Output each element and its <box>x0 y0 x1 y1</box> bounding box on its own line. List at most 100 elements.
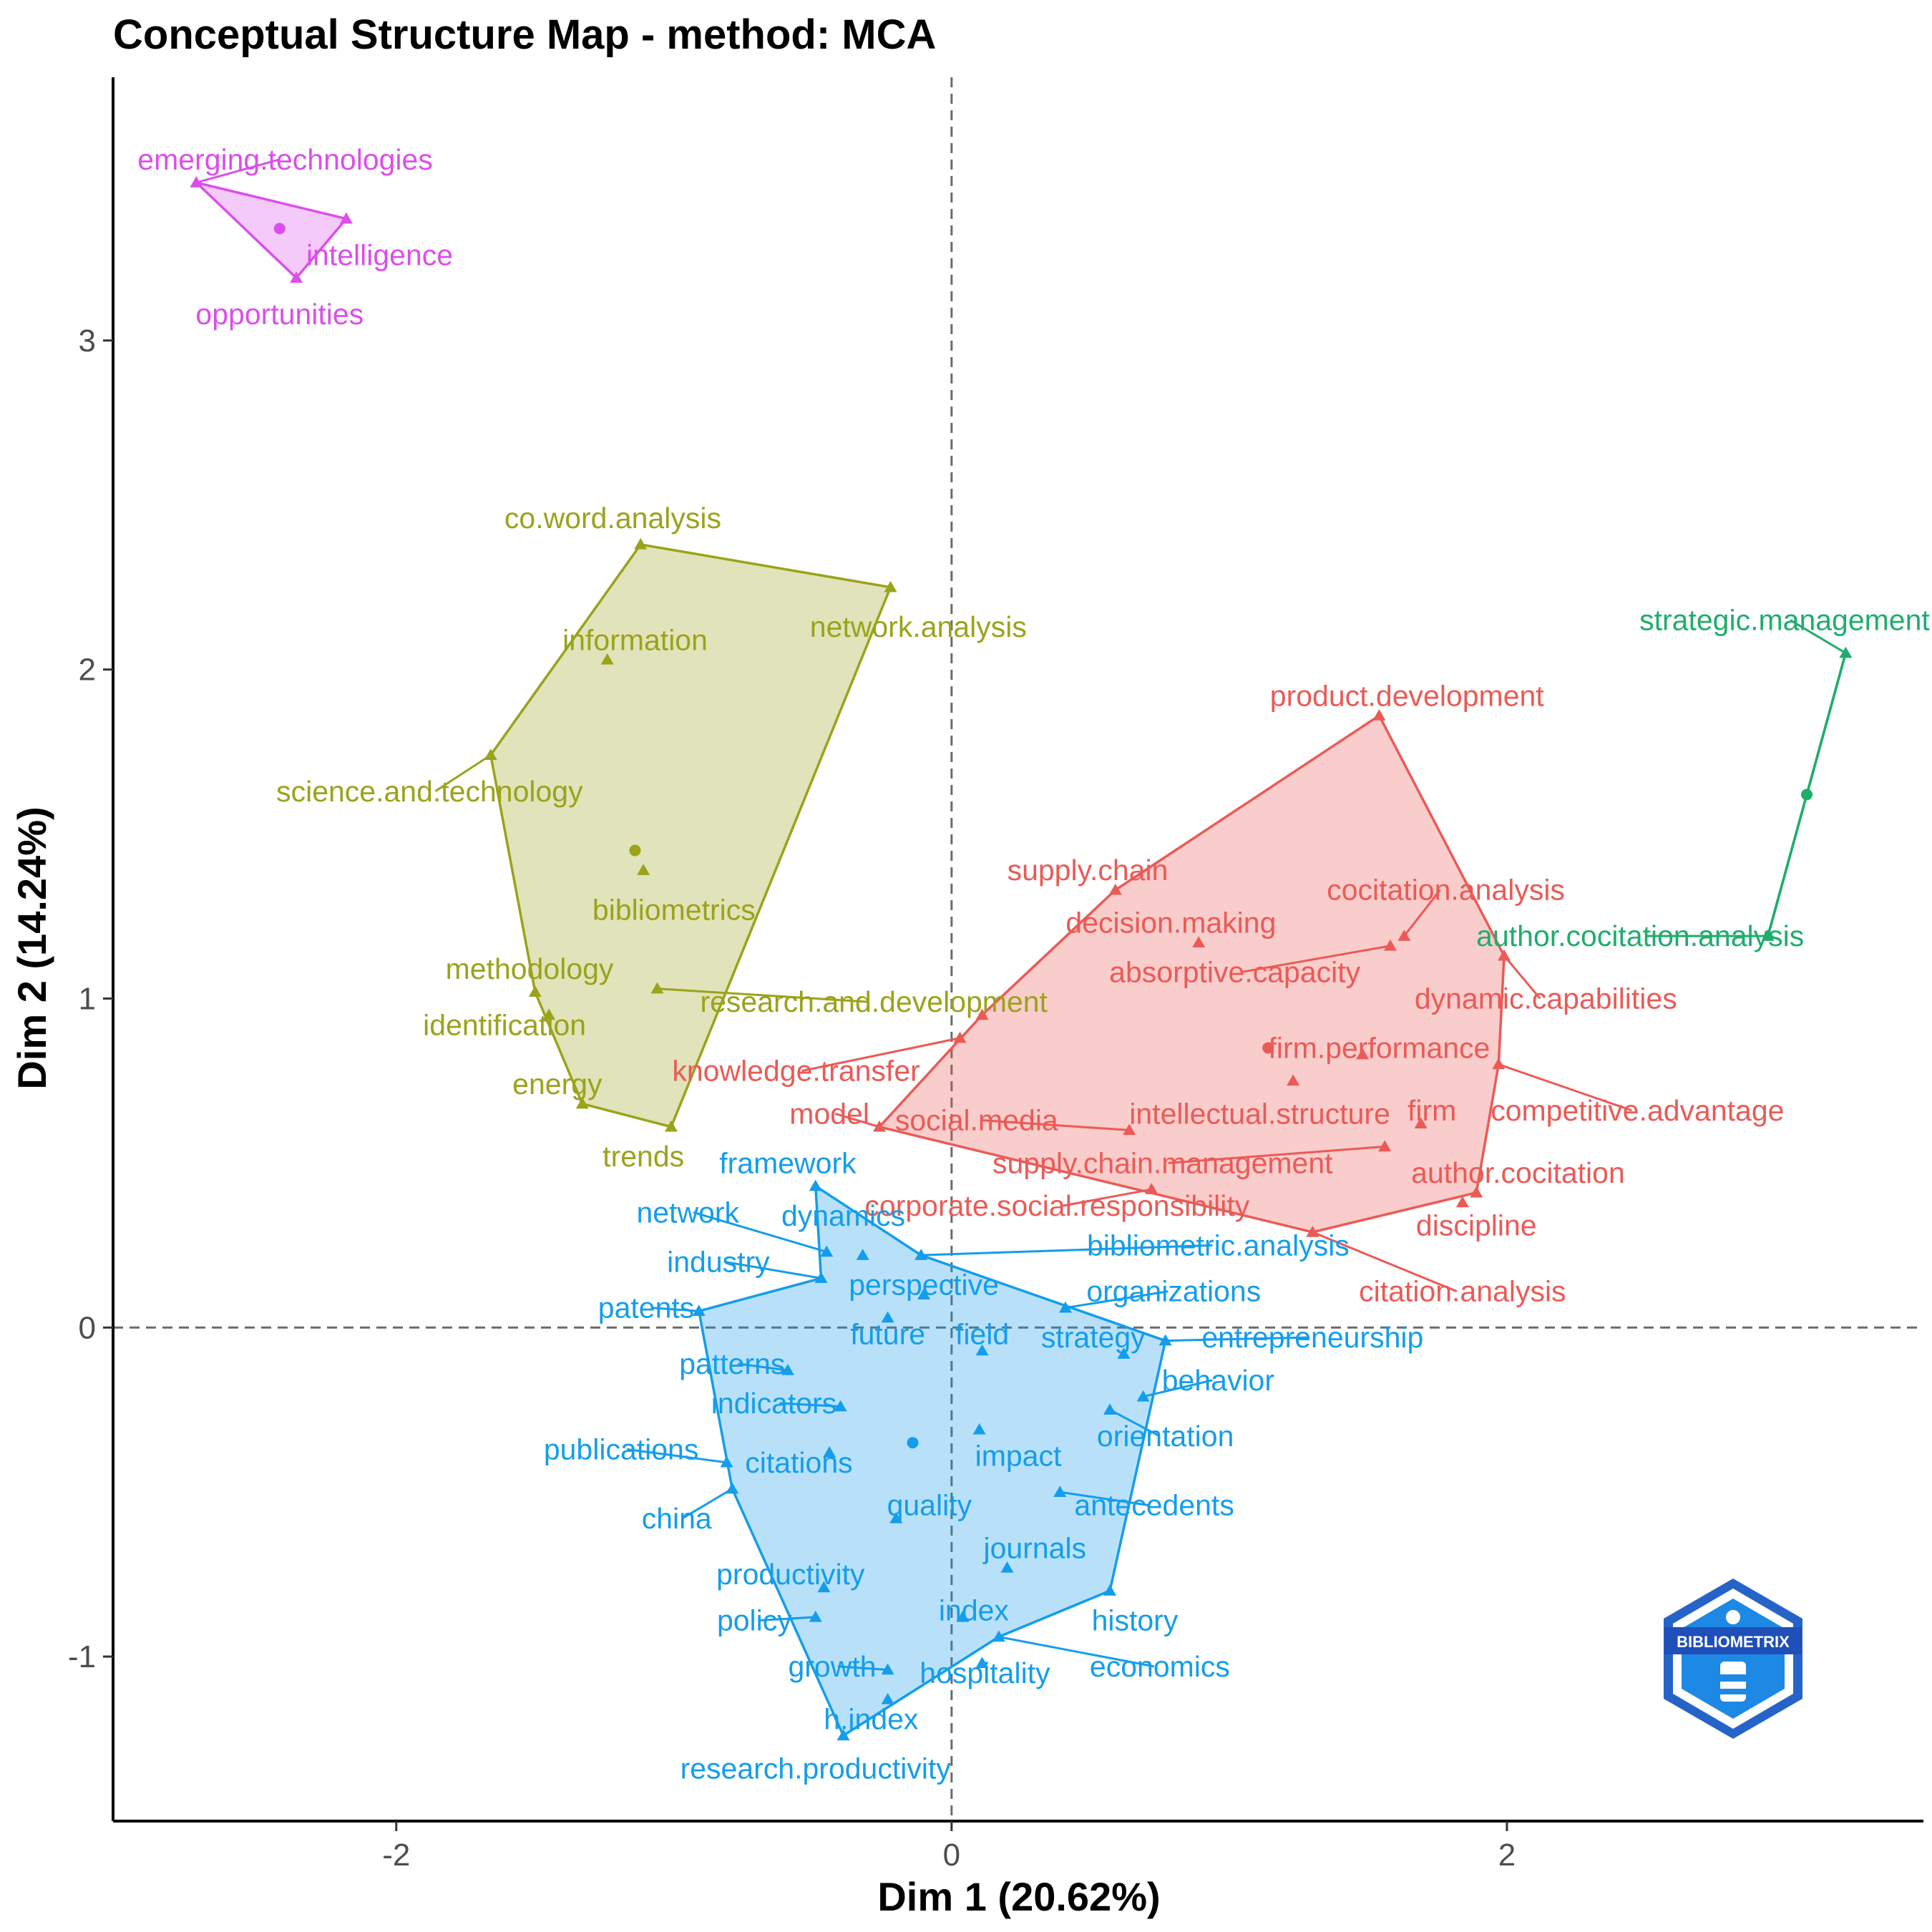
point-entrepreneurship <box>1158 1334 1172 1346</box>
point-supply-chain-management <box>1378 1140 1392 1152</box>
plot-area: emerging.technologies intelligence opportu… <box>113 77 1930 1821</box>
y-axis-title: Dim 2 (14.24%) <box>9 806 54 1089</box>
label-research-productivity: research.productivity <box>680 1752 952 1785</box>
cluster-blue-centroid <box>907 1437 919 1449</box>
leader-line-indicators <box>779 1402 841 1408</box>
label-bibliometrics: bibliometrics <box>592 893 756 926</box>
point-research-productivity <box>836 1729 850 1741</box>
label-decision-making: decision.making <box>1065 907 1276 940</box>
label-growth: growth <box>788 1650 876 1683</box>
cluster-olive-centroid <box>629 844 641 857</box>
label-model: model <box>789 1097 869 1130</box>
leader-line-orientation <box>1109 1408 1161 1438</box>
point-firm <box>1414 1117 1428 1128</box>
label-information: information <box>562 623 708 656</box>
axis-ticks: -2 0 2 -1 0 1 2 3 <box>68 323 1516 1873</box>
leader-line-patents <box>651 1307 699 1312</box>
point-emerging-technologies <box>190 176 203 187</box>
label-entrepreneurship: entrepreneurship <box>1201 1321 1423 1354</box>
logo-lighthouse-stripe <box>1720 1674 1746 1682</box>
label-economics: economics <box>1090 1650 1230 1683</box>
leader-line-economics <box>998 1636 1155 1668</box>
leader-line-cocitation-analysis <box>1403 889 1441 937</box>
label-policy: policy <box>717 1604 792 1637</box>
leader-line-social-media <box>982 1119 1130 1131</box>
point-h-index <box>881 1692 894 1704</box>
label-journals: journals <box>982 1531 1086 1564</box>
label-industry: industry <box>667 1245 770 1278</box>
label-supply-chain: supply.chain <box>1008 854 1169 887</box>
point-growth <box>881 1663 894 1675</box>
label-knowledge-transfer: knowledge.transfer <box>672 1055 919 1088</box>
label-future: future <box>850 1317 925 1350</box>
point-social-media <box>1123 1123 1136 1136</box>
label-research-and-development: research.and.development <box>700 985 1048 1018</box>
point-cocitation-analysis <box>1397 930 1411 941</box>
logo-banner <box>1664 1627 1802 1654</box>
point-opportunities <box>290 271 303 283</box>
label-productivity: productivity <box>716 1558 865 1591</box>
label-science-and-technology: science.and.technology <box>276 775 583 808</box>
label-history: history <box>1092 1604 1179 1637</box>
label-emerging-technologies: emerging.technologies <box>137 143 433 176</box>
point-industry <box>814 1272 828 1284</box>
point-author-cocitation-analysis <box>1761 930 1775 941</box>
label-orientation: orientation <box>1097 1420 1234 1453</box>
cluster-magenta-centroid <box>273 223 286 235</box>
label-competitive-advantage: competitive.advantage <box>1491 1094 1784 1127</box>
point-quality <box>889 1511 903 1523</box>
y-tick-label: 1 <box>79 981 96 1016</box>
leader-line-publications <box>626 1448 727 1464</box>
point-citations <box>823 1446 836 1458</box>
point-behavior <box>1136 1390 1150 1402</box>
point-author-cocitation <box>1470 1186 1483 1198</box>
point-knowledge-transfer <box>953 1031 967 1043</box>
label-field: field <box>955 1317 1009 1350</box>
leader-line-emerging-technologies <box>196 158 280 184</box>
point-antecedents <box>1053 1485 1067 1497</box>
cluster-magenta-hull <box>195 181 348 280</box>
point-strategic-management <box>1839 646 1853 658</box>
leader-line-absorptive-capacity <box>1240 945 1391 974</box>
y-tick-label: 3 <box>79 323 96 358</box>
x-tick-label: 0 <box>943 1838 960 1873</box>
leader-line-entrepreneurship <box>1165 1336 1307 1342</box>
leader-line-antecedents <box>1059 1491 1149 1507</box>
point-journals <box>1000 1561 1014 1573</box>
label-strategy: strategy <box>1041 1321 1146 1354</box>
cluster-red-centroid <box>1262 1042 1274 1054</box>
point-index <box>956 1610 970 1622</box>
point-indicators <box>834 1400 847 1412</box>
label-publications: publications <box>544 1433 699 1465</box>
point-field <box>975 1344 989 1356</box>
leader-line-china <box>681 1488 733 1520</box>
label-impact: impact <box>975 1440 1062 1473</box>
point-history <box>1103 1584 1117 1596</box>
label-index: index <box>939 1594 1010 1627</box>
x-axis-title: Dim 1 (20.62%) <box>877 1874 1160 1919</box>
point-trends <box>664 1120 678 1132</box>
point-publications <box>720 1455 733 1468</box>
point-citation-analysis <box>1306 1225 1319 1237</box>
cluster-blue-hull <box>698 1184 1167 1737</box>
label-author-cocitation-analysis: author.cocitation.analysis <box>1476 919 1804 952</box>
leader-line-strategic-management <box>1790 619 1847 654</box>
logo-text: BIBLIOMETRIX <box>1677 1633 1790 1651</box>
point-science-and-technology <box>484 748 497 760</box>
point-future <box>881 1311 894 1323</box>
label-trends: trends <box>602 1140 684 1173</box>
label-network-analysis: network.analysis <box>810 610 1027 643</box>
leader-line-science-and-technology <box>434 753 492 793</box>
leader-line-bibliometric-analysis <box>921 1244 1213 1257</box>
point-patterns <box>781 1364 794 1375</box>
cluster-green-centroid <box>1801 789 1813 801</box>
label-co-word-analysis: co.word.analysis <box>504 502 721 535</box>
point-intelligence <box>339 212 353 224</box>
point-research-and-development <box>975 1008 989 1020</box>
label-social-media: social.media <box>895 1104 1058 1137</box>
leader-line-competitive-advantage <box>1498 1063 1632 1112</box>
point-hospitality <box>975 1657 989 1669</box>
label-network: network <box>636 1196 739 1229</box>
leader-line-growth <box>837 1665 888 1671</box>
label-framework: framework <box>719 1146 857 1179</box>
